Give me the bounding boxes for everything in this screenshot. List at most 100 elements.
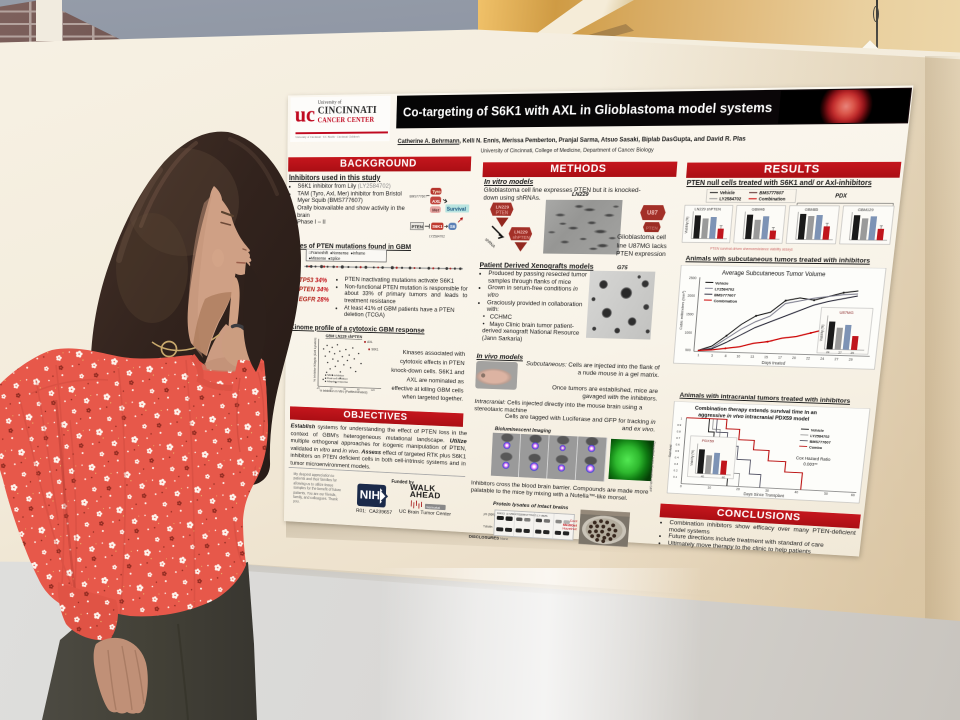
svg-text:40: 40 bbox=[794, 490, 798, 494]
svg-text:Mer: Mer bbox=[432, 207, 440, 212]
svg-text:8: 8 bbox=[725, 354, 728, 358]
svg-text:Average Subcutaneous Tumor Vol: Average Subcutaneous Tumor Volume bbox=[722, 270, 826, 278]
svg-text:Days Since Transplant: Days Since Transplant bbox=[743, 492, 785, 498]
svg-text:S6: S6 bbox=[450, 224, 456, 229]
svg-text:LN229: LN229 bbox=[514, 229, 528, 234]
svg-text:0.2: 0.2 bbox=[673, 468, 678, 472]
svg-text:■ Dual-cell inhibition: ■ Dual-cell inhibition bbox=[325, 376, 348, 381]
svg-text:BMS777607: BMS777607 bbox=[409, 194, 427, 198]
svg-text:1500: 1500 bbox=[686, 312, 694, 316]
svg-text:shRNA: shRNA bbox=[484, 237, 497, 250]
svg-text:-20: -20 bbox=[316, 386, 320, 390]
svg-text:27: 27 bbox=[838, 350, 842, 354]
svg-text:Vehicle: Vehicle bbox=[720, 190, 736, 196]
svg-text:80: 80 bbox=[357, 387, 360, 391]
svg-text:Combination: Combination bbox=[714, 299, 738, 304]
svg-text:13: 13 bbox=[750, 355, 754, 359]
svg-text:PDX59: PDX59 bbox=[702, 439, 715, 444]
svg-text:80: 80 bbox=[722, 475, 726, 479]
svg-text:0.003**: 0.003** bbox=[803, 461, 818, 467]
svg-text:Tyro: Tyro bbox=[432, 189, 441, 194]
svg-text:PTEN: PTEN bbox=[646, 225, 658, 231]
svg-text:15: 15 bbox=[764, 355, 768, 359]
svg-text:memorial: memorial bbox=[426, 505, 440, 510]
svg-text:1000: 1000 bbox=[685, 331, 693, 335]
svg-text:1: 1 bbox=[697, 353, 699, 357]
svg-text:BMS777607: BMS777607 bbox=[809, 440, 831, 445]
svg-text:120: 120 bbox=[371, 388, 376, 392]
svg-text:2500: 2500 bbox=[689, 276, 697, 280]
svg-text:GBM LN229 shPTEN: GBM LN229 shPTEN bbox=[326, 333, 363, 339]
svg-text:shPTEN: shPTEN bbox=[512, 235, 529, 240]
svg-text:S6K1: S6K1 bbox=[432, 224, 443, 229]
svg-text:DMSO |LY2584702|BMS777607| LY: DMSO |LY2584702|BMS777607| LY+BMS bbox=[497, 511, 548, 518]
svg-text:■ S6K1 inhibition: ■ S6K1 inhibition bbox=[325, 373, 345, 378]
svg-text:20: 20 bbox=[330, 386, 333, 390]
svg-text:% Inhibitor Kilaytic (Cell Lys: % Inhibitor Kilaytic (Cell Lysates) bbox=[313, 337, 317, 381]
svg-text:Viability (%): Viability (%) bbox=[684, 217, 690, 234]
svg-text:□Frameshift ●Nonsense ●Infra: □Frameshift ●Nonsense ●Inframe bbox=[309, 251, 366, 256]
svg-text:■ Adaptive response: ■ Adaptive response bbox=[325, 379, 349, 384]
svg-text:Cox Hazard Ratio: Cox Hazard Ratio bbox=[796, 455, 832, 462]
svg-text:% Inhibition in Vitro (Purifie: % Inhibition in Vitro (Purified kinases) bbox=[320, 389, 368, 395]
svg-text:0.1: 0.1 bbox=[673, 475, 678, 479]
svg-text:aggressive in vivo intracrania: aggressive in vivo intracranial PDX59 mo… bbox=[698, 412, 810, 423]
svg-text:10: 10 bbox=[707, 486, 711, 490]
svg-text:0.6: 0.6 bbox=[676, 442, 681, 446]
svg-text:27: 27 bbox=[834, 357, 839, 361]
svg-text:Days treated: Days treated bbox=[761, 361, 785, 366]
svg-text:LY2584702: LY2584702 bbox=[810, 434, 830, 439]
svg-text:PTEN survival-driven chemoresi: PTEN survival-driven chemoresistance via… bbox=[710, 246, 793, 251]
svg-text:0.9: 0.9 bbox=[677, 423, 682, 427]
svg-text:29: 29 bbox=[850, 351, 854, 355]
svg-text:LY2584702: LY2584702 bbox=[429, 234, 445, 238]
svg-text:0.3: 0.3 bbox=[674, 462, 679, 466]
svg-text:●Missense ●Splice: ●Missense ●Splice bbox=[309, 256, 341, 260]
svg-text:60: 60 bbox=[343, 387, 346, 391]
svg-text:17: 17 bbox=[778, 355, 782, 359]
svg-text:BMS777607: BMS777607 bbox=[714, 293, 736, 298]
svg-text:PTEN: PTEN bbox=[411, 224, 423, 229]
svg-text:20: 20 bbox=[736, 487, 740, 491]
svg-text:PTEN: PTEN bbox=[496, 210, 509, 215]
svg-text:24: 24 bbox=[826, 350, 830, 354]
svg-text:0.7: 0.7 bbox=[676, 436, 681, 440]
svg-text:10: 10 bbox=[736, 354, 740, 358]
svg-text:60: 60 bbox=[851, 493, 856, 497]
svg-text:Vehicle: Vehicle bbox=[811, 428, 825, 433]
svg-text:AXL: AXL bbox=[432, 198, 441, 203]
svg-text:BMS777607: BMS777607 bbox=[759, 190, 785, 196]
svg-text:0.5: 0.5 bbox=[675, 449, 680, 453]
svg-text:0: 0 bbox=[680, 484, 682, 488]
svg-text:30: 30 bbox=[765, 489, 769, 493]
svg-text:Vehicle: Vehicle bbox=[715, 281, 729, 286]
svg-text:Viability (%): Viability (%) bbox=[819, 324, 825, 341]
svg-text:24: 24 bbox=[820, 357, 825, 361]
svg-text:U87: U87 bbox=[647, 210, 658, 217]
svg-text:Combo: Combo bbox=[809, 445, 822, 450]
svg-text:40: 40 bbox=[701, 474, 705, 478]
svg-text:LN229: LN229 bbox=[495, 204, 509, 209]
svg-text:LY2584702: LY2584702 bbox=[719, 196, 742, 202]
svg-text:Survival: Survival bbox=[668, 444, 673, 457]
svg-text:0.8: 0.8 bbox=[677, 429, 682, 433]
svg-text:Cubic millimeters (mm³): Cubic millimeters (mm³) bbox=[679, 291, 686, 330]
svg-text:50: 50 bbox=[824, 492, 828, 496]
svg-text:GBM46: GBM46 bbox=[751, 207, 765, 212]
svg-text:1: 1 bbox=[681, 416, 683, 420]
svg-text:Survival: Survival bbox=[447, 206, 467, 212]
svg-text:PDX: PDX bbox=[835, 193, 848, 200]
svg-text:GBM85: GBM85 bbox=[805, 207, 819, 212]
svg-text:Combination: Combination bbox=[759, 196, 787, 202]
svg-text:0.4: 0.4 bbox=[675, 455, 680, 459]
svg-text:LN229 shPTEN: LN229 shPTEN bbox=[694, 207, 721, 212]
svg-text:AXL: AXL bbox=[367, 340, 373, 344]
svg-text:S6K1: S6K1 bbox=[371, 347, 379, 351]
svg-text:29: 29 bbox=[849, 357, 854, 361]
svg-text:GBM129: GBM129 bbox=[858, 208, 874, 213]
svg-text:Viability (%): Viability (%) bbox=[690, 450, 695, 466]
svg-text:LY2584702: LY2584702 bbox=[715, 287, 735, 292]
svg-text:500: 500 bbox=[685, 348, 691, 352]
svg-text:2000: 2000 bbox=[687, 294, 695, 298]
svg-text:U87MG: U87MG bbox=[839, 310, 854, 315]
